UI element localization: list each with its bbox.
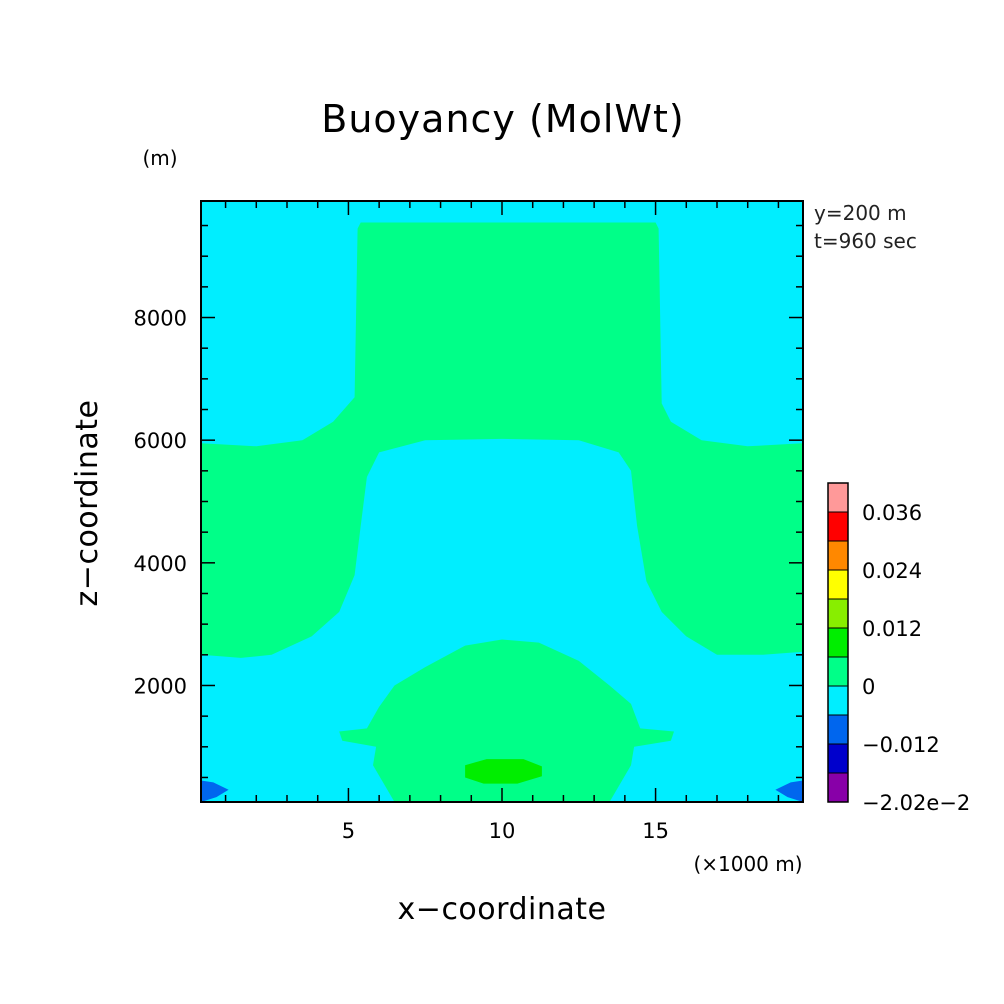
region-core <box>465 759 542 784</box>
y-axis-unit: (m) <box>142 146 177 170</box>
x-tick-label: 15 <box>642 819 669 843</box>
x-tick-label: 10 <box>489 819 516 843</box>
x-tick-label: 5 <box>342 819 355 843</box>
colorbar-frame <box>827 482 849 803</box>
x-axis-label: x−coordinate <box>398 892 607 927</box>
colorbar-tick-label: 0.024 <box>862 559 922 583</box>
colorbar-swatch <box>827 511 849 542</box>
region-upper-plume <box>201 222 803 658</box>
colorbar-swatch <box>827 714 849 745</box>
region-lower-bubble <box>339 639 674 802</box>
y-tick-label: 2000 <box>134 674 187 698</box>
colorbar-tick-label: 0.012 <box>862 617 922 641</box>
colorbar-swatch <box>827 569 849 600</box>
colorbar-swatch <box>827 540 849 571</box>
colorbar-swatch <box>827 627 849 658</box>
colorbar-swatch <box>827 656 849 687</box>
colorbar-swatch <box>827 685 849 716</box>
colorbar-tick-label: 0.036 <box>862 501 922 525</box>
info-y-position: y=200 m <box>814 201 907 225</box>
colorbar-tick-label: −0.012 <box>862 733 940 757</box>
y-axis-label: z−coordinate <box>70 400 105 607</box>
y-tick-label: 8000 <box>134 307 187 331</box>
colorbar-swatch <box>827 772 849 803</box>
colorbar-tick-label: 0 <box>862 675 875 699</box>
x-axis-unit: (×1000 m) <box>693 852 802 876</box>
y-tick-label: 4000 <box>134 552 187 576</box>
y-tick-label: 6000 <box>134 429 187 453</box>
plot-area <box>200 200 804 803</box>
y-axis: 2000 4000 6000 8000 <box>134 224 803 779</box>
colorbar-swatch <box>827 598 849 629</box>
colorbar: −2.02e−2 −0.012 0 0.012 0.024 0.036 <box>827 482 970 815</box>
info-time: t=960 sec <box>814 229 917 253</box>
x-axis: 5 10 15 <box>224 201 780 843</box>
colorbar-swatch <box>827 743 849 774</box>
colorbar-tick-label: −2.02e−2 <box>862 791 970 815</box>
chart-title: Buoyancy (MolWt) <box>321 97 684 141</box>
colorbar-swatch <box>827 482 849 513</box>
region-left-corner <box>201 780 229 802</box>
region-right-corner <box>775 780 803 802</box>
